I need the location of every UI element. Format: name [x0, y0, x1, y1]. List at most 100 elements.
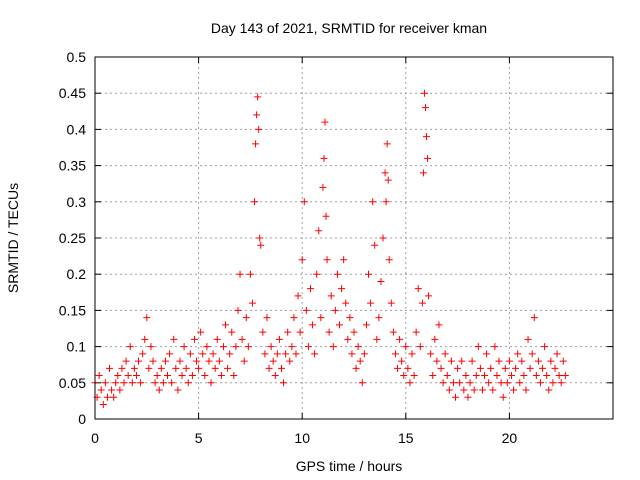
data-point-marker — [147, 343, 155, 351]
data-point-marker — [313, 270, 321, 278]
data-point-marker — [288, 343, 296, 351]
data-point-marker — [394, 364, 402, 372]
data-point-marker — [375, 314, 383, 322]
data-point-marker — [520, 372, 528, 380]
data-point-marker — [443, 372, 451, 380]
data-point-marker — [331, 306, 339, 314]
data-point-marker — [507, 372, 515, 380]
data-point-marker — [240, 357, 248, 365]
data-point-marker — [559, 357, 567, 365]
data-point-marker — [172, 364, 180, 372]
data-point-marker — [412, 328, 420, 336]
data-point-marker — [222, 321, 230, 329]
data-point-marker — [164, 372, 172, 380]
data-point-marker — [423, 133, 431, 141]
data-point-marker — [551, 364, 559, 372]
data-point-marker — [186, 350, 194, 358]
data-point-marker — [261, 350, 269, 358]
data-point-marker — [99, 401, 107, 409]
data-point-marker — [360, 350, 368, 358]
data-point-marker — [547, 357, 555, 365]
data-point-marker — [108, 386, 116, 394]
data-point-marker — [273, 350, 281, 358]
data-point-marker — [155, 386, 163, 394]
data-point-marker — [445, 386, 453, 394]
data-point-marker — [365, 270, 373, 278]
data-point-marker — [530, 314, 538, 322]
data-point-marker — [384, 176, 392, 184]
data-point-marker — [190, 335, 198, 343]
data-point-marker — [120, 379, 128, 387]
data-point-marker — [257, 241, 265, 249]
data-point-marker — [499, 393, 507, 401]
data-point-marker — [481, 372, 489, 380]
data-point-marker — [132, 372, 140, 380]
data-point-marker — [126, 343, 134, 351]
data-point-marker — [259, 328, 267, 336]
y-tick-label: 0.15 — [59, 302, 86, 318]
data-point-marker — [292, 350, 300, 358]
data-point-marker — [354, 343, 362, 351]
data-point-marker — [335, 321, 343, 329]
data-point-marker — [322, 212, 330, 220]
data-point-marker — [464, 393, 472, 401]
data-point-marker — [254, 93, 262, 101]
data-point-marker — [497, 379, 505, 387]
data-point-marker — [149, 357, 157, 365]
data-point-marker — [424, 154, 432, 162]
y-tick-label: 0.3 — [67, 194, 87, 210]
data-point-marker — [516, 379, 524, 387]
data-point-marker — [553, 350, 561, 358]
data-point-marker — [280, 379, 288, 387]
data-point-marker — [157, 364, 165, 372]
data-point-marker — [512, 364, 520, 372]
data-point-marker — [396, 335, 404, 343]
data-point-marker — [344, 335, 352, 343]
data-point-marker — [219, 343, 227, 351]
data-point-marker — [342, 299, 350, 307]
data-point-marker — [425, 292, 433, 300]
data-point-marker — [176, 357, 184, 365]
y-tick-label: 0.45 — [59, 85, 86, 101]
data-point-marker — [369, 198, 377, 206]
data-point-marker — [449, 379, 457, 387]
data-point-marker — [456, 379, 464, 387]
data-point-marker — [95, 372, 103, 380]
data-point-marker — [290, 314, 298, 322]
data-point-marker — [429, 372, 437, 380]
data-point-marker — [468, 357, 476, 365]
data-point-marker — [510, 386, 518, 394]
data-point-marker — [325, 328, 333, 336]
data-point-marker — [122, 357, 130, 365]
data-point-marker — [217, 372, 225, 380]
data-point-marker — [377, 277, 385, 285]
data-point-marker — [321, 118, 329, 126]
y-tick-label: 0.1 — [67, 339, 87, 355]
x-tick-label: 10 — [294, 430, 310, 446]
data-point-marker — [224, 364, 232, 372]
data-point-marker — [211, 364, 219, 372]
data-point-marker — [135, 357, 143, 365]
data-point-marker — [466, 379, 474, 387]
tick-labels: 0 0.05 0.1 0.15 0.2 0.25 0.3 0.35 0.4 0.45 0.5 0 5 10… — [59, 49, 518, 446]
data-point-marker — [557, 379, 565, 387]
data-point-marker — [114, 372, 122, 380]
data-point-marker — [514, 350, 522, 358]
data-point-marker — [421, 104, 429, 112]
data-point-marker — [338, 285, 346, 293]
data-point-marker — [416, 343, 424, 351]
data-point-marker — [487, 364, 495, 372]
data-point-marker — [532, 372, 540, 380]
data-point-marker — [387, 299, 395, 307]
data-point-marker — [420, 89, 428, 97]
data-point-marker — [493, 372, 501, 380]
data-point-marker — [474, 343, 482, 351]
data-point-marker — [483, 350, 491, 358]
data-point-marker — [145, 364, 153, 372]
data-point-marker — [441, 350, 449, 358]
data-point-marker — [524, 335, 532, 343]
x-tick-label: 5 — [195, 430, 203, 446]
data-point-marker — [541, 343, 549, 351]
data-point-marker — [389, 328, 397, 336]
data-point-marker — [398, 357, 406, 365]
